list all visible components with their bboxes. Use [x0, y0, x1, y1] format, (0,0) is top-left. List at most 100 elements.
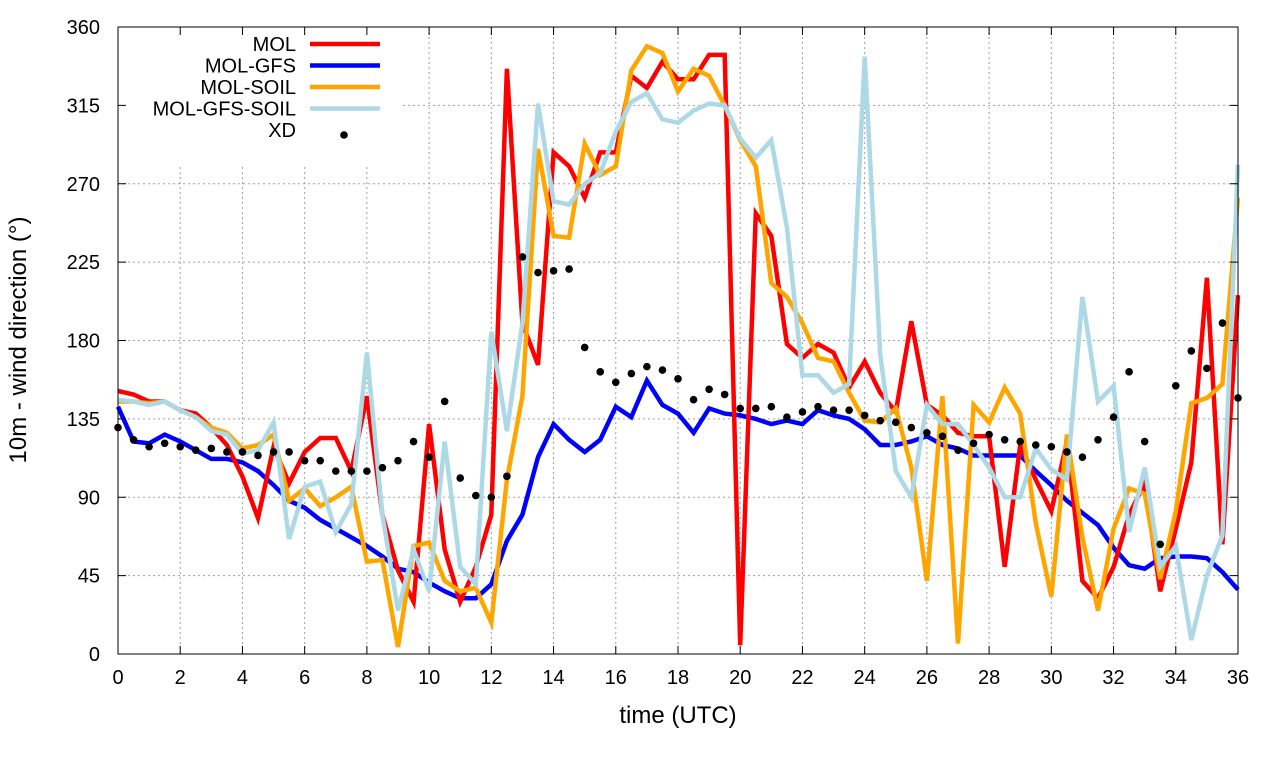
xd-point: [689, 395, 698, 404]
xd-point: [829, 406, 838, 414]
xd-point: [549, 267, 558, 275]
xd-point: [254, 451, 262, 460]
xd-point: [783, 413, 791, 421]
xd-point: [954, 446, 962, 455]
xd-point: [923, 429, 931, 437]
xd-point: [1094, 435, 1102, 444]
xd-point: [300, 456, 309, 465]
y-tick-label: 135: [67, 409, 100, 431]
y-tick-label: 0: [89, 644, 100, 666]
legend-label-mol-gfs: MOL-GFS: [205, 56, 296, 78]
xd-point: [1078, 453, 1087, 461]
x-tick-label: 10: [418, 667, 440, 689]
xd-point: [580, 343, 589, 352]
xd-point: [658, 366, 667, 374]
series-line-mol-gfs-soil: [117, 56, 1241, 641]
xd-point: [860, 411, 869, 420]
xd-point: [1140, 437, 1149, 446]
xd-point: [814, 402, 822, 411]
xd-point: [1031, 441, 1040, 449]
xd-point: [316, 456, 325, 465]
x-axis-label: time (UTC): [619, 702, 736, 729]
xd-point: [627, 369, 636, 378]
xd-point: [1016, 437, 1025, 446]
xd-point: [1187, 347, 1196, 355]
xd-point: [674, 375, 682, 383]
xd-point: [269, 448, 278, 456]
xd-point: [705, 385, 713, 394]
xd-point: [1125, 368, 1133, 376]
xd-point: [331, 467, 340, 475]
legend-background: [119, 28, 401, 164]
xd-point: [736, 404, 745, 413]
y-tick-label: 90: [78, 487, 100, 509]
xd-point: [456, 474, 465, 482]
legend-label-mol-soil: MOL-SOIL: [200, 77, 296, 99]
xd-point: [565, 265, 573, 273]
series-line-mol-gfs: [115, 375, 1240, 601]
xd-point: [145, 442, 153, 451]
xd-point: [751, 404, 760, 413]
xd-point: [363, 467, 371, 475]
x-tick-label: 30: [1040, 667, 1062, 689]
legend-label-mol: MOL: [253, 34, 296, 56]
x-tick-label: 20: [729, 667, 751, 689]
y-tick-label: 360: [67, 17, 100, 39]
x-tick-label: 34: [1165, 667, 1187, 689]
x-tick-label: 8: [361, 667, 372, 689]
xd-point: [596, 368, 605, 376]
xd-point: [767, 402, 776, 411]
xd-point: [845, 406, 853, 414]
xd-point: [611, 378, 620, 387]
xd-point: [1000, 435, 1009, 444]
xd-point: [1171, 381, 1180, 390]
x-tick-label: 22: [791, 667, 813, 689]
xd-point: [378, 463, 387, 472]
xd-point: [1218, 319, 1227, 327]
axis-ticks: 0 2 4 6 8 10 12 14 16 18 20 22 24 26 28 30 32 34 360459013…: [67, 17, 1250, 689]
x-tick-label: 18: [667, 667, 689, 689]
x-tick-label: 32: [1102, 667, 1124, 689]
y-axis-label: 10m - wind direction (°): [5, 216, 32, 463]
xd-point: [938, 432, 947, 441]
xd-point: [176, 442, 185, 451]
xd-point: [891, 418, 900, 427]
x-tick-label: 2: [175, 667, 186, 689]
x-tick-label: 14: [542, 667, 564, 689]
xd-point: [160, 439, 169, 448]
x-tick-label: 36: [1227, 667, 1249, 689]
xd-point: [425, 453, 433, 461]
x-tick-label: 6: [299, 667, 310, 689]
xd-point: [394, 456, 402, 465]
y-tick-label: 180: [67, 331, 100, 353]
y-tick-label: 45: [78, 566, 100, 588]
x-tick-label: 26: [916, 667, 938, 689]
xd-point: [238, 448, 247, 456]
xd-point: [285, 448, 293, 456]
xd-point: [129, 435, 138, 444]
y-tick-label: 270: [67, 174, 100, 196]
xd-point: [1063, 448, 1071, 456]
xd-point: [534, 268, 542, 277]
xd-point: [969, 439, 978, 448]
x-tick-label: 0: [112, 667, 123, 689]
xd-point: [1156, 540, 1165, 549]
xd-point: [191, 446, 200, 455]
xd-point: [876, 416, 885, 425]
xd-point: [471, 491, 480, 500]
xd-point: [503, 472, 511, 481]
xd-point: [1109, 413, 1118, 421]
legend-label-xd: XD: [268, 120, 296, 142]
xd-point: [409, 437, 418, 446]
xd-point: [1203, 364, 1211, 373]
xd-point: [907, 423, 916, 432]
series-layer: [114, 43, 1242, 648]
legend-label-mol-gfs-soil: MOL-GFS-SOIL: [153, 99, 296, 121]
xd-point: [643, 362, 651, 371]
x-tick-label: 16: [605, 667, 627, 689]
x-tick-label: 12: [480, 667, 502, 689]
xd-point: [1047, 442, 1056, 451]
xd-point: [440, 397, 449, 406]
